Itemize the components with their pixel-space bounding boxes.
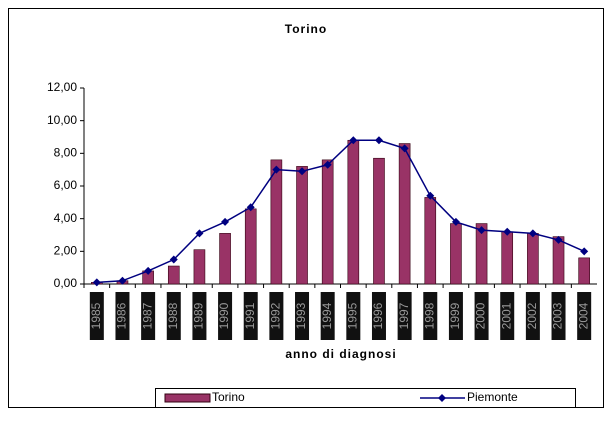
x-label-box	[500, 292, 515, 340]
marker	[144, 266, 153, 275]
x-label-box	[423, 292, 438, 340]
bar	[296, 166, 308, 285]
bar	[373, 157, 385, 285]
x-label-box	[218, 292, 233, 340]
x-label-box	[243, 292, 258, 340]
line	[96, 139, 585, 284]
bar	[167, 265, 180, 285]
x-tick-label: 2001	[499, 302, 513, 329]
x-tick-label: 2002	[525, 302, 539, 329]
x-label-box	[89, 292, 104, 340]
bar	[219, 233, 231, 285]
x-label-box	[141, 292, 156, 340]
legend-label: Piemonte	[467, 390, 518, 404]
bar	[347, 139, 360, 285]
x-label-box	[397, 292, 412, 340]
x-tick-label: 2004	[576, 302, 590, 329]
marker	[503, 227, 512, 236]
marker	[298, 167, 307, 176]
x-label-box	[371, 292, 386, 340]
y-tick-label: 2,00	[54, 244, 78, 258]
legend-marker	[438, 394, 446, 402]
x-tick-label: 1998	[422, 302, 436, 329]
y-tick-label: 8,00	[54, 146, 78, 160]
y-tick-label: 12,00	[47, 80, 77, 94]
x-tick-label: 1986	[115, 302, 129, 329]
marker	[118, 276, 127, 285]
y-tick-label: 4,00	[54, 211, 78, 225]
bar	[501, 231, 514, 285]
x-tick-label: 1997	[397, 302, 411, 329]
marker	[374, 136, 383, 145]
x-tick-label: 2003	[551, 302, 565, 329]
bar	[475, 223, 488, 285]
x-label-box	[269, 292, 284, 340]
marker	[400, 144, 409, 153]
bar	[424, 197, 437, 285]
marker	[528, 229, 537, 238]
marker	[451, 217, 460, 226]
marker	[426, 191, 435, 200]
y-tick-label: 10,00	[47, 113, 77, 127]
marker	[349, 136, 358, 145]
marker	[477, 226, 486, 235]
chart-title: Torino	[285, 22, 327, 36]
bar	[321, 159, 334, 285]
x-tick-label: 1985	[89, 302, 103, 329]
x-tick-label: 1999	[448, 302, 462, 329]
x-tick-label: 1987	[140, 302, 154, 329]
x-label-box	[115, 292, 130, 340]
legend-swatch	[164, 393, 211, 403]
marker	[246, 203, 255, 212]
x-tick-label: 1991	[243, 302, 257, 329]
marker	[323, 160, 332, 169]
x-tick-label: 1994	[320, 302, 334, 329]
x-label-box	[346, 292, 361, 340]
x-tick-label: 1989	[192, 302, 206, 329]
x-tick-label: 2000	[474, 302, 488, 329]
bar	[578, 257, 590, 285]
x-tick-label: 1993	[294, 302, 308, 329]
y-tick-label: 0,00	[54, 276, 78, 290]
x-label-box	[295, 292, 310, 340]
marker	[554, 235, 563, 244]
x-tick-label: 1995	[345, 302, 359, 329]
x-label-box	[525, 292, 540, 340]
x-tick-label: 1990	[217, 302, 231, 329]
x-tick-label: 1996	[371, 302, 385, 329]
marker	[272, 165, 281, 174]
marker	[169, 255, 178, 264]
x-label-box	[192, 292, 207, 340]
marker	[92, 278, 101, 287]
y-tick-label: 6,00	[54, 178, 78, 192]
x-label-box	[577, 292, 592, 340]
x-label-box	[551, 292, 566, 340]
bar	[193, 249, 206, 285]
bar	[270, 159, 283, 285]
marker	[195, 229, 204, 238]
marker	[221, 217, 230, 226]
legend	[155, 388, 576, 408]
x-label-box	[166, 292, 181, 340]
bar	[527, 233, 539, 285]
x-label-box	[448, 292, 463, 340]
x-axis-title: anno di diagnosi	[285, 347, 396, 361]
x-tick-label: 1992	[269, 302, 283, 329]
bar	[244, 208, 257, 285]
x-label-box	[320, 292, 335, 340]
legend-label: Torino	[212, 390, 245, 404]
x-tick-label: 1988	[166, 302, 180, 329]
marker	[580, 247, 589, 256]
bar	[398, 143, 411, 285]
bar	[450, 223, 462, 285]
x-label-box	[474, 292, 489, 340]
